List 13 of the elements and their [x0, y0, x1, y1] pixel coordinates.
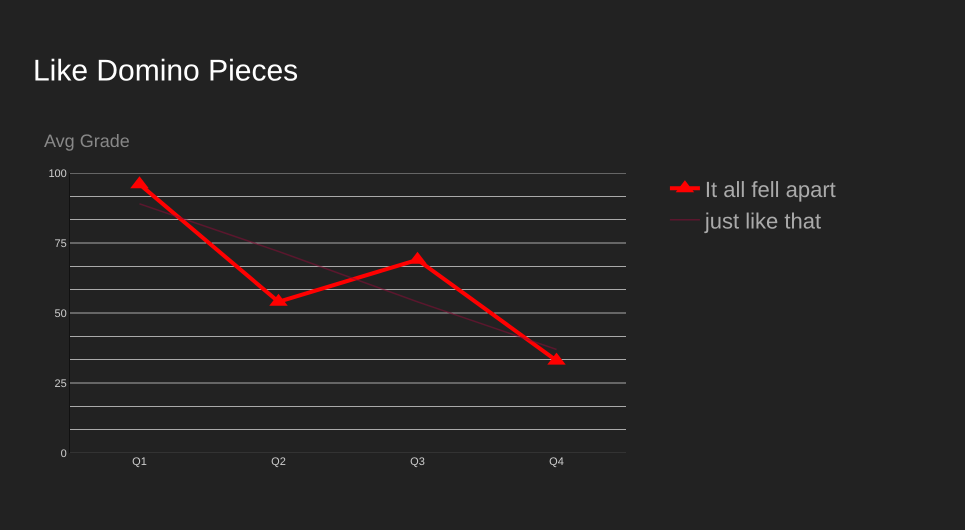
- x-tick-label: Q1: [132, 456, 147, 468]
- legend-label: just like that: [704, 208, 822, 234]
- chart-title: Like Domino Pieces: [33, 54, 298, 88]
- legend-label: It all fell apart: [704, 176, 836, 202]
- y-tick-label: 75: [54, 238, 67, 250]
- y-tick-label: 25: [54, 378, 67, 390]
- y-tick-label: 0: [60, 448, 67, 460]
- y-axis-title: Avg Grade: [44, 131, 130, 151]
- y-tick-label: 50: [54, 308, 67, 320]
- x-tick-label: Q4: [549, 456, 564, 468]
- x-tick-label: Q2: [271, 456, 286, 468]
- y-tick-label: 100: [48, 168, 67, 180]
- x-tick-label: Q3: [410, 456, 425, 468]
